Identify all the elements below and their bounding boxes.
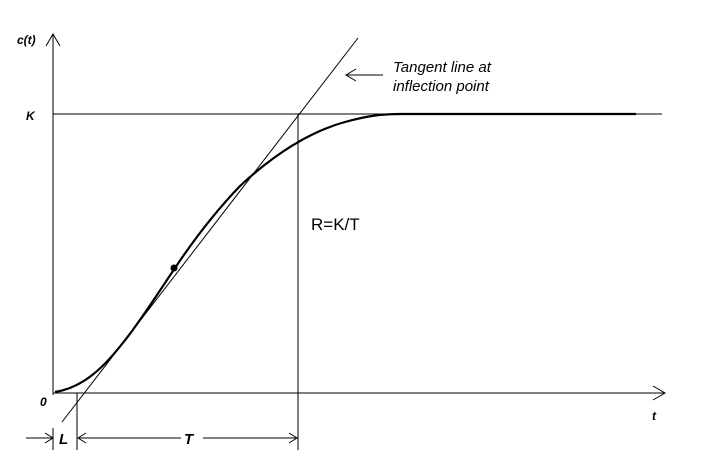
x-axis-label: t [652,409,657,423]
annotation-line-2: inflection point [393,78,490,95]
t-arrowhead-right [288,432,298,444]
rate-label: R=K/T [311,215,360,234]
response-curve [54,112,636,394]
origin-label: 0 [40,395,47,409]
y-axis-label: c(t) [17,33,36,47]
l-label: L [59,431,68,448]
t-arrowhead-left [77,432,87,444]
k-label: K [26,109,36,123]
annotation-arrowhead [345,68,357,82]
y-axis-arrowhead [45,33,61,47]
x-axis-arrowhead [652,385,666,401]
annotation-line-1: Tangent line at [393,59,492,76]
inflection-point [170,264,178,272]
t-label: T [184,431,195,448]
